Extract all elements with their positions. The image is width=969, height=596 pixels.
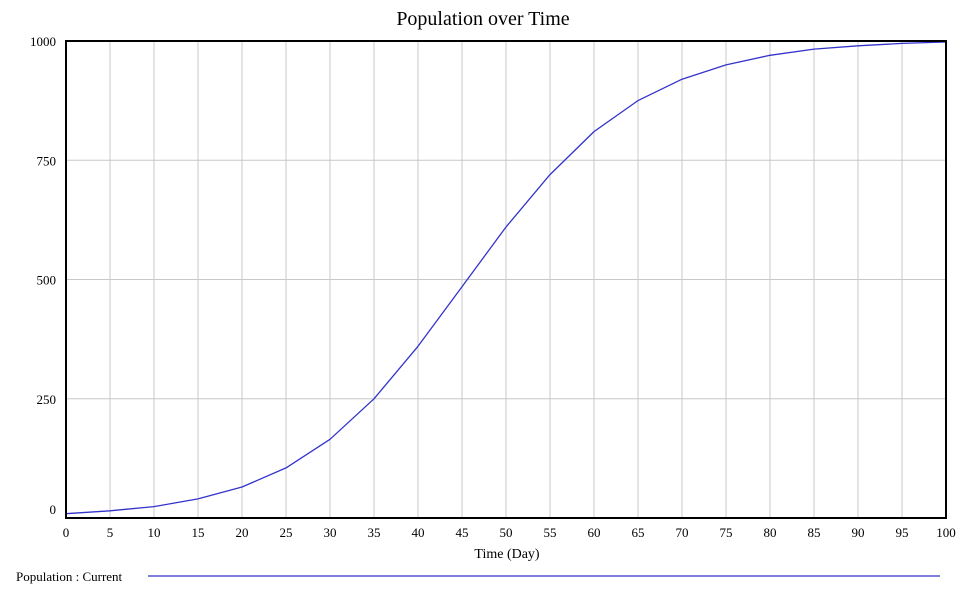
- x-tick-label: 95: [896, 525, 909, 540]
- x-tick-label: 90: [852, 525, 865, 540]
- x-tick-label: 0: [63, 525, 70, 540]
- x-tick-label: 75: [720, 525, 733, 540]
- x-tick-label: 100: [936, 525, 956, 540]
- series-line-population: [65, 41, 947, 515]
- x-tick-label: 25: [280, 525, 293, 540]
- grid: [66, 41, 946, 518]
- x-tick-label: 60: [588, 525, 601, 540]
- y-tick-label: 1000: [30, 34, 56, 49]
- series-layer: [65, 41, 947, 515]
- x-tick-label: 10: [148, 525, 161, 540]
- x-tick-label: 50: [500, 525, 513, 540]
- x-tick-label: 15: [192, 525, 205, 540]
- x-tick-label: 55: [544, 525, 557, 540]
- plot-frame: [65, 40, 947, 519]
- x-tick-label: 35: [368, 525, 381, 540]
- x-tick-label: 70: [676, 525, 689, 540]
- x-axis-label: Time (Day): [474, 547, 540, 562]
- x-tick-label: 45: [456, 525, 469, 540]
- y-axis-ticks: 0 250 500 750 1000: [30, 34, 56, 517]
- x-tick-label: 20: [236, 525, 249, 540]
- y-tick-label: 500: [37, 273, 57, 288]
- y-tick-label: 0: [50, 502, 57, 517]
- x-tick-label: 65: [632, 525, 645, 540]
- x-tick-label: 5: [107, 525, 114, 540]
- x-tick-label: 85: [808, 525, 821, 540]
- y-tick-label: 250: [37, 392, 57, 407]
- y-tick-label: 750: [37, 153, 57, 168]
- x-tick-label: 80: [764, 525, 777, 540]
- x-tick-label: 30: [324, 525, 337, 540]
- chart-title: Population over Time: [396, 8, 569, 30]
- x-axis-ticks: 0 5 10 15 20 25 30 35 40 45 50 55 60 65 70 75 80 85 90 95 10…: [63, 525, 956, 540]
- legend-series-label: Population : Current: [16, 569, 123, 584]
- legend: Population : Current: [16, 569, 940, 584]
- x-tick-label: 40: [412, 525, 425, 540]
